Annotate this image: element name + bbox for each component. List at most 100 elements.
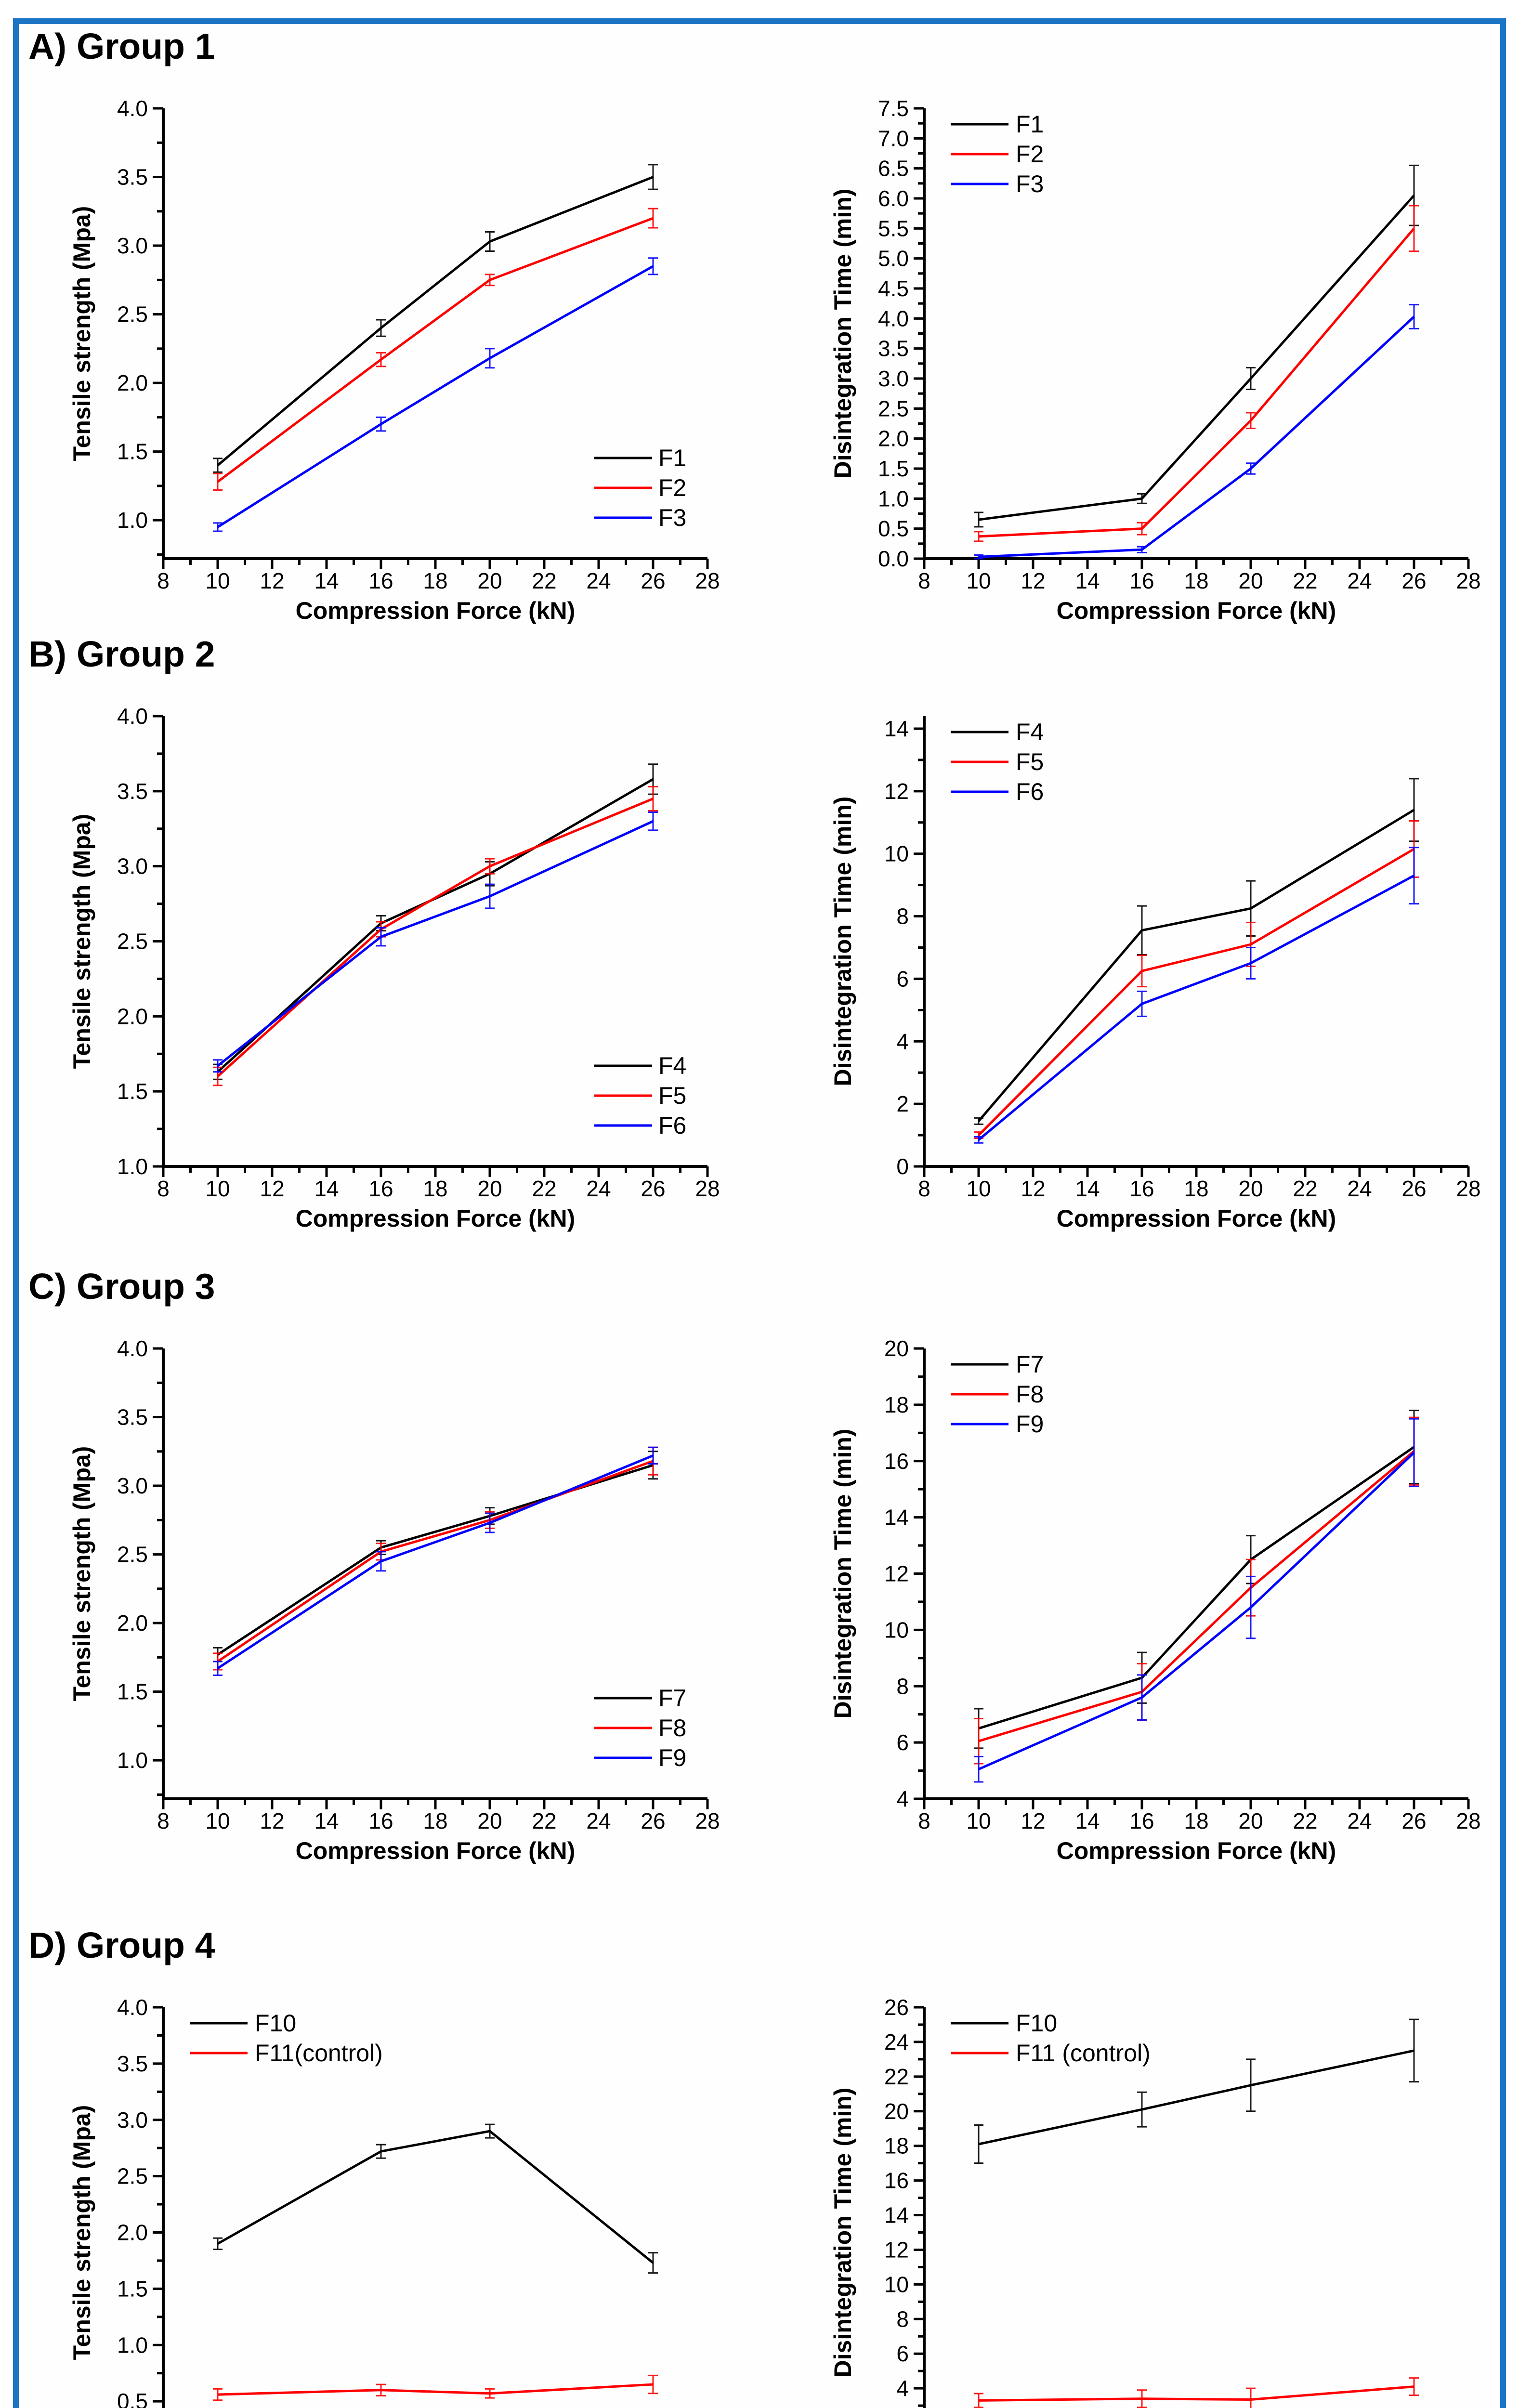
- error-bars: [213, 785, 658, 1086]
- series-line-F5: [217, 797, 654, 1077]
- y-tick-label: 8: [896, 2306, 909, 2331]
- y-tick-label: 4: [896, 1786, 909, 1811]
- y-tick-label: 1.0: [878, 486, 909, 511]
- y-tick-labels: 4 6 8 10 12 14 16 18 20: [884, 1336, 909, 1811]
- series-F8: [974, 1416, 1419, 1764]
- error-bars: [213, 208, 658, 491]
- y-tick-labels: 0.00.51.01.52.02.53.03.54.0: [117, 1995, 148, 2408]
- series-line-F3: [217, 265, 654, 528]
- x-tick-label: 26: [1401, 568, 1426, 593]
- y-tick-label: 3.0: [878, 366, 909, 391]
- x-tick-label: 28: [1456, 1808, 1480, 1833]
- x-tick-label: 22: [532, 1176, 556, 1201]
- y-tick-label: 1.5: [117, 1079, 148, 1104]
- chart-row: 8 10 12 14 16 18 20 22 24 26 28 1.0 1.5 2.0 2.5 3.0 3.5 4…: [52, 87, 1491, 641]
- series-F9: [213, 1446, 658, 1676]
- axes: [923, 108, 1468, 560]
- x-axis-title: Compression Force (kN): [1057, 597, 1336, 624]
- y-tick-label: 6: [896, 2341, 909, 2366]
- x-axis-ticks: [923, 1166, 1470, 1177]
- x-tick-label: 12: [260, 1808, 284, 1833]
- series-F5: [974, 820, 1419, 1139]
- y-tick-label: 12: [884, 1561, 909, 1586]
- y-tick-label: 2.0: [117, 1610, 148, 1636]
- chart-group1-tensile: 8 10 12 14 16 18 20 22 24 26 28 1.0 1.5 2.0 2.5 3.0 3.5 4…: [52, 87, 736, 641]
- y-tick-label: 24: [884, 2029, 909, 2054]
- axes: [162, 108, 707, 560]
- x-tick-label: 8: [157, 1176, 170, 1201]
- y-tick-label: 4.0: [117, 1995, 148, 2020]
- y-tick-label: 4.0: [878, 306, 909, 331]
- series-F7: [974, 1409, 1419, 1749]
- y-tick-label: 4: [896, 1029, 909, 1054]
- y-tick-label: 0.5: [878, 516, 909, 541]
- y-tick-label: 14: [884, 2202, 909, 2227]
- series-F2: [213, 208, 658, 491]
- y-tick-label: 20: [884, 2098, 909, 2123]
- legend-label-F6: F6: [1016, 778, 1044, 805]
- y-axis-ticks: [153, 107, 163, 556]
- chart-svg-group4-disintegration: 8101214161820222426280246810121416182022…: [829, 1995, 1419, 2408]
- y-axis-title: Disintegration Time (min): [829, 796, 856, 1086]
- x-tick-label: 8: [918, 1176, 930, 1201]
- x-tick-label: 20: [477, 1808, 502, 1833]
- x-tick-label: 16: [1129, 1808, 1154, 1833]
- legend-label-F1: F1: [1016, 111, 1044, 138]
- x-axis-title: Compression Force (kN): [296, 1837, 576, 1864]
- legend-label-F7: F7: [1016, 1351, 1044, 1378]
- y-tick-label: 12: [884, 2237, 909, 2262]
- group-section-d: D) Group 4 8101214161820222426280.00.51.…: [28, 1925, 1491, 2408]
- error-bars: [974, 164, 1419, 527]
- series-line-F6: [978, 874, 1415, 1141]
- y-tick-label: 3.5: [878, 336, 909, 361]
- series-line-F9: [978, 1451, 1415, 1770]
- x-axis-ticks: [162, 1798, 709, 1809]
- y-tick-label: 3.0: [117, 2107, 148, 2132]
- y-axis-title: Disintegration Time (min): [829, 188, 856, 478]
- x-tick-label: 26: [641, 1808, 665, 1833]
- error-bars: [213, 811, 658, 1073]
- y-axis-title: Disintegration Time (min): [829, 1428, 856, 1718]
- chart-svg-group2-tensile: 8 10 12 14 16 18 20 22 24 26 28 1.0 1.5 2.0 2.5 3.0 3.5 4…: [68, 704, 720, 1232]
- x-tick-label: 24: [586, 568, 611, 593]
- y-tick-label: 14: [884, 716, 909, 741]
- group-heading: C) Group 3: [28, 1266, 215, 1307]
- x-tick-label: 22: [1293, 1808, 1317, 1833]
- legend-label-F9: F9: [658, 1744, 686, 1771]
- y-tick-labels: 0 2 4 6 8 10 12 14: [884, 716, 909, 1178]
- y-tick-label: 0.0: [878, 546, 909, 571]
- error-bars: [974, 1416, 1419, 1764]
- legend-label-F8: F8: [1016, 1381, 1044, 1408]
- y-axis-title: Tensile strength (Mpa): [68, 1446, 95, 1701]
- x-tick-label: 8: [918, 568, 930, 593]
- legend-label-F2: F2: [1016, 141, 1044, 168]
- legend: F10 F11(control): [190, 2010, 383, 2067]
- chart-group4-tensile: 8101214161820222426280.00.51.01.52.02.53…: [52, 1986, 736, 2408]
- y-tick-labels: 02468101214161820222426: [884, 1995, 909, 2401]
- legend-label-F9: F9: [1016, 1411, 1044, 1438]
- legend-label-F1: F1: [658, 445, 686, 471]
- y-tick-label: 18: [884, 1392, 909, 1417]
- legend-label-F11(control): F11(control): [255, 2040, 383, 2067]
- y-tick-label: 6.5: [878, 156, 909, 181]
- y-axis-title: Tensile strength (Mpa): [68, 2105, 95, 2360]
- y-tick-labels: 1.0 1.5 2.0 2.5 3.0 3.5 4.0: [117, 704, 148, 1179]
- y-tick-label: 5.0: [878, 246, 909, 271]
- y-tick-label: 16: [884, 1448, 909, 1473]
- x-tick-label: 12: [260, 568, 284, 593]
- y-tick-label: 0.5: [117, 2389, 148, 2408]
- series-line-F11(control): [217, 2383, 654, 2396]
- group-section-a: A) Group 1 8 10 12 14 16 18 20 22 24 26 28 1.0 1.5 2.…: [28, 26, 1491, 641]
- y-tick-label: 2: [896, 1091, 909, 1116]
- series-F6: [213, 811, 658, 1073]
- y-tick-label: 4.5: [878, 276, 909, 301]
- group-section-b: B) Group 2 8 10 12 14 16 18 20 22 24 26 28 1.0 1.5 2.…: [28, 634, 1491, 1248]
- chart-group4-disintegration: 8101214161820222426280246810121416182022…: [813, 1986, 1497, 2408]
- y-tick-labels: 1.0 1.5 2.0 2.5 3.0 3.5 4.0: [117, 96, 148, 533]
- y-axis-ticks: [153, 715, 163, 1167]
- series-F4: [213, 763, 658, 1080]
- y-tick-label: 2.0: [117, 370, 148, 395]
- y-tick-label: 22: [884, 2064, 909, 2089]
- series-F11 (control): [974, 2377, 1419, 2408]
